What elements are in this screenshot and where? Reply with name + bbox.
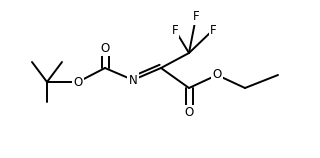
Text: O: O bbox=[184, 106, 194, 119]
Text: F: F bbox=[172, 24, 178, 36]
Text: N: N bbox=[129, 73, 137, 86]
Text: O: O bbox=[73, 76, 83, 88]
Text: O: O bbox=[212, 69, 222, 82]
Text: O: O bbox=[100, 42, 110, 55]
Text: F: F bbox=[210, 24, 216, 36]
Text: F: F bbox=[193, 10, 199, 24]
